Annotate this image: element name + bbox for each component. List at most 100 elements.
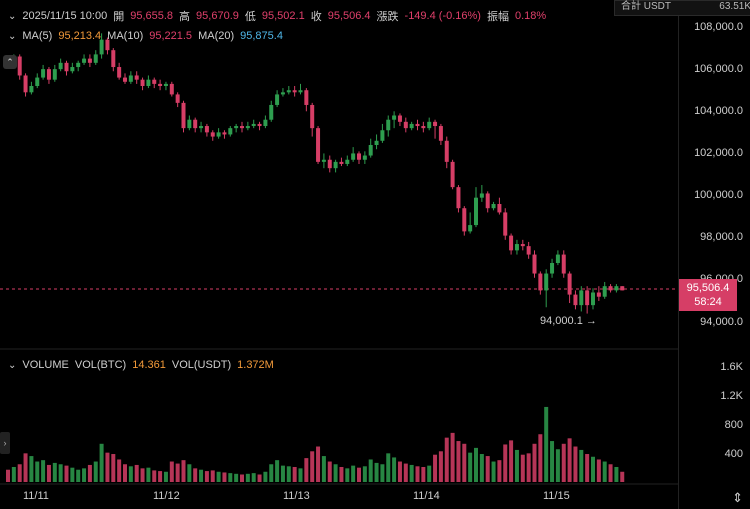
volume-bar bbox=[579, 449, 584, 482]
change-value: -149.4 (-0.16%) bbox=[404, 10, 481, 22]
volume-bar bbox=[292, 466, 297, 482]
candle-body bbox=[193, 119, 198, 129]
candle-body bbox=[29, 86, 34, 93]
volume-bar bbox=[321, 456, 326, 482]
candle-body bbox=[210, 132, 215, 137]
vol-usdt-label: VOL(USDT) bbox=[171, 359, 232, 371]
volume-bar bbox=[169, 461, 174, 482]
candle-body bbox=[240, 126, 244, 129]
volume-bar bbox=[99, 443, 104, 482]
candle-body bbox=[468, 225, 473, 232]
volume-bar bbox=[327, 461, 332, 482]
volume-bar bbox=[333, 464, 338, 482]
volume-bar bbox=[591, 456, 595, 482]
volume-bar bbox=[298, 468, 303, 482]
chevron-down-icon[interactable]: ⌄ bbox=[8, 30, 17, 42]
volume-bar bbox=[427, 465, 432, 482]
volume-bar bbox=[608, 464, 613, 482]
volume-bar bbox=[403, 463, 408, 482]
candle-body bbox=[298, 90, 303, 93]
volume-bar bbox=[421, 466, 426, 482]
price-tick: 102,000.0 bbox=[694, 147, 743, 159]
volume-bar bbox=[158, 471, 163, 482]
volume-bar bbox=[514, 449, 519, 482]
chevron-down-icon[interactable]: ⌄ bbox=[8, 359, 17, 371]
candle-body bbox=[310, 104, 315, 129]
candle-body bbox=[35, 77, 40, 86]
candle-body bbox=[111, 50, 116, 68]
volume-bar bbox=[152, 470, 157, 482]
volume-bar bbox=[567, 438, 572, 482]
candle-body bbox=[491, 204, 496, 209]
candle-body bbox=[64, 62, 69, 72]
time-tick: 11/13 bbox=[283, 490, 310, 502]
candle-body bbox=[409, 123, 414, 129]
volume-bar bbox=[216, 471, 221, 482]
candle-body bbox=[362, 155, 367, 160]
volume-bar bbox=[163, 471, 168, 482]
volume-bar bbox=[175, 463, 180, 482]
amplitude-value: 0.18% bbox=[514, 10, 547, 22]
candle-body bbox=[421, 126, 426, 129]
volume-bar bbox=[263, 471, 268, 482]
expand-panel-button[interactable]: › bbox=[0, 432, 10, 454]
candle-body bbox=[117, 67, 122, 78]
time-tick: 11/15 bbox=[543, 490, 570, 502]
candle-body bbox=[304, 90, 309, 105]
volume-bar bbox=[602, 461, 607, 482]
candle-body bbox=[456, 187, 461, 209]
volume-bar bbox=[134, 464, 139, 482]
volume-bar bbox=[6, 469, 10, 482]
candle-body bbox=[123, 77, 127, 82]
tooltip-label: 合計 USDT bbox=[621, 1, 671, 12]
collapse-button[interactable]: ⌃ bbox=[3, 55, 17, 69]
volume-bar bbox=[386, 453, 391, 482]
volume-bar bbox=[485, 456, 490, 482]
volume-bar bbox=[304, 458, 309, 482]
candle-body bbox=[158, 83, 163, 86]
volume-bar bbox=[573, 446, 578, 482]
low-label: 低 bbox=[244, 11, 256, 23]
volume-bar bbox=[146, 467, 151, 482]
volume-bar bbox=[561, 443, 566, 482]
volume-bar bbox=[123, 464, 127, 482]
volume-bar bbox=[11, 466, 16, 482]
candle-body bbox=[263, 119, 268, 127]
vol-btc-label: VOL(BTC) bbox=[74, 359, 127, 371]
candle-body bbox=[602, 286, 607, 297]
candle-body bbox=[374, 140, 379, 145]
volume-bar bbox=[479, 454, 484, 482]
volume-bar bbox=[117, 459, 122, 482]
candle-body bbox=[591, 292, 595, 306]
volume-bar bbox=[46, 464, 51, 482]
candle-body bbox=[187, 119, 192, 129]
candle-body bbox=[608, 286, 613, 291]
price-axis-panel[interactable]: 108,000.0 106,000.0 104,000.0 102,000.0 … bbox=[678, 0, 750, 509]
chevron-down-icon[interactable]: ⌄ bbox=[8, 10, 17, 22]
candle-body bbox=[105, 39, 110, 51]
volume-bar bbox=[93, 461, 98, 482]
volume-bar bbox=[509, 440, 514, 482]
candle-body bbox=[497, 204, 502, 213]
volume-bar bbox=[397, 461, 402, 482]
volume-bar bbox=[362, 466, 367, 482]
candle-body bbox=[392, 115, 397, 120]
candle-body bbox=[444, 140, 449, 162]
candle-body bbox=[345, 159, 350, 164]
volume-tick: 1.2K bbox=[720, 390, 743, 402]
volume-bar bbox=[199, 469, 204, 482]
axis-scale-icon[interactable]: ⇕ bbox=[732, 490, 743, 505]
volume-bar bbox=[415, 466, 420, 482]
candle-body bbox=[450, 161, 455, 188]
time-tick: 11/14 bbox=[413, 490, 440, 502]
ma10-value: 95,221.5 bbox=[149, 30, 193, 42]
candle-body bbox=[204, 126, 209, 133]
volume-bar bbox=[140, 468, 145, 482]
volume-bar bbox=[368, 459, 373, 482]
candle-body bbox=[415, 123, 420, 127]
candle-body bbox=[503, 212, 508, 236]
volume-bar bbox=[497, 460, 502, 482]
volume-bar bbox=[491, 461, 496, 482]
candle-body bbox=[245, 126, 250, 129]
